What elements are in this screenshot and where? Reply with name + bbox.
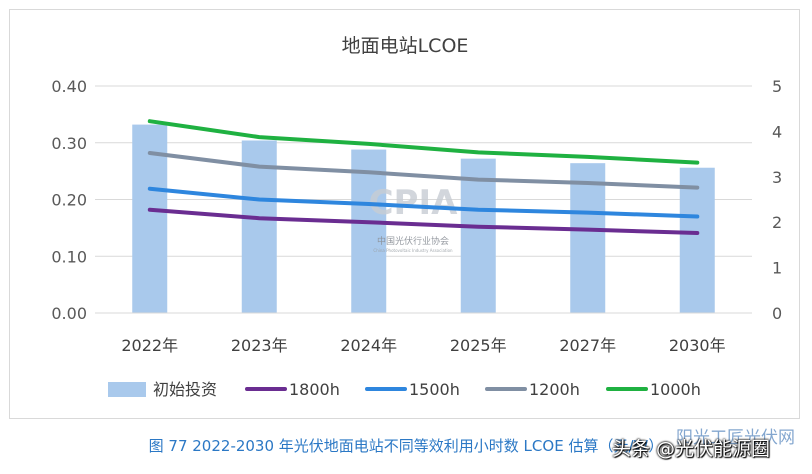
x-tick-label: 2025年 <box>450 336 507 355</box>
x-tick-label: 2027年 <box>559 336 616 355</box>
right-tick-label: 1 <box>772 259 782 278</box>
right-tick-label: 3 <box>772 168 782 187</box>
watermark-org: 中国光伏行业协会 <box>377 235 449 247</box>
figure-caption: 图 77 2022-2030 年光伏地面电站不同等效利用小时数 LCOE 估算（… <box>148 437 664 455</box>
right-tick-label: 0 <box>772 304 782 323</box>
chart-frame <box>9 9 800 419</box>
line-1500h <box>147 186 700 219</box>
chart-title: 地面电站LCOE <box>342 35 469 57</box>
right-tick-label: 4 <box>772 122 782 141</box>
line-1800h <box>147 207 700 235</box>
left-tick-label: 0.00 <box>51 304 87 323</box>
x-tick-label: 2022年 <box>121 336 178 355</box>
left-tick-label: 0.40 <box>51 77 87 96</box>
bar-initial-investment <box>679 167 715 313</box>
right-tick-label: 2 <box>772 213 782 232</box>
right-tick-label: 5 <box>772 77 782 96</box>
legend-label: 1000h <box>650 380 701 399</box>
x-tick-label: 2030年 <box>669 336 726 355</box>
legend-label: 1500h <box>409 380 460 399</box>
legend-label: 1800h <box>289 380 340 399</box>
left-tick-label: 0.30 <box>51 134 87 153</box>
legend-swatch-bar <box>108 382 146 397</box>
source-watermark: 头条 @光伏能源圈 <box>612 438 771 460</box>
legend-label: 初始投资 <box>153 380 217 399</box>
bar-initial-investment <box>460 158 496 313</box>
bar-initial-investment <box>570 163 606 313</box>
x-tick-label: 2024年 <box>340 336 397 355</box>
bar-initial-investment <box>351 149 387 313</box>
bar-initial-investment <box>241 140 277 313</box>
legend-label: 1200h <box>529 380 580 399</box>
x-tick-label: 2023年 <box>231 336 288 355</box>
left-tick-label: 0.10 <box>51 247 87 266</box>
line-1000h <box>147 119 700 165</box>
left-tick-label: 0.20 <box>51 191 87 210</box>
watermark-sub: China Photovoltaic Industry Association <box>373 248 453 253</box>
overlay-watermark: 阳光工匠光伏网 <box>676 428 795 448</box>
line-1200h <box>147 151 700 190</box>
